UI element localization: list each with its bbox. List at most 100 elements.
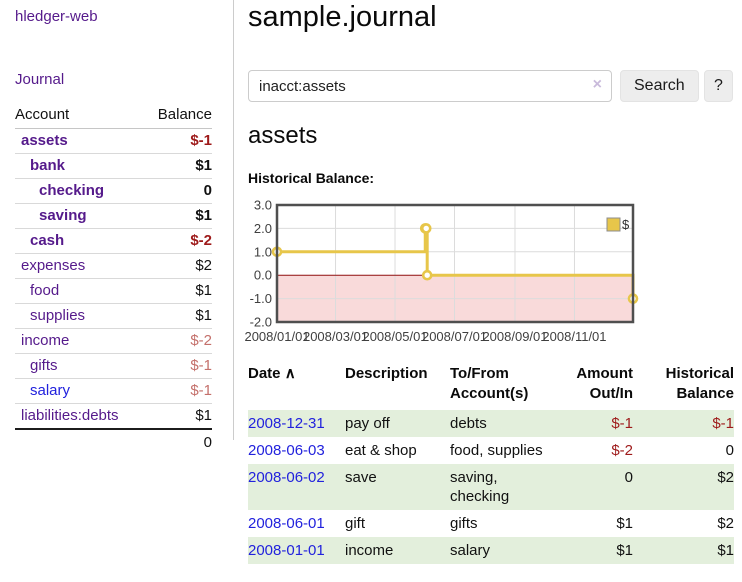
account-balance: 0 [147,178,212,204]
account-balance: $2 [147,253,212,279]
account-balance: $-1 [147,378,212,404]
account-link[interactable]: cash [30,232,65,249]
search-button[interactable]: Search [620,70,699,102]
account-row: assets $-1 [15,128,212,154]
sidebar-item-journal[interactable]: Journal [15,71,65,88]
transaction-balance: $2 [717,515,734,532]
data-point-marker[interactable] [421,269,433,281]
register-header-amount: Amount Out/In [576,365,633,402]
transaction-amount: $-2 [611,442,633,459]
transaction-date-link[interactable]: 2008-06-03 [248,442,325,459]
transaction-accounts: debts [450,415,487,432]
app-brand-link[interactable]: hledger-web [15,8,98,25]
register-row: 2008-01-01 income salary $1 $1 [248,537,734,564]
transaction-balance: $-1 [712,415,734,432]
help-button[interactable]: ? [704,70,733,102]
accounts-header-row: Account Balance [15,103,212,129]
x-axis-tick-label: 2008/07/01 [422,329,487,344]
y-axis-tick-label: 0.0 [254,268,272,283]
account-balance: $1 [147,278,212,304]
account-balance: $-2 [147,228,212,254]
x-axis-tick-label: 2008/09/01 [482,329,547,344]
plot-border [275,203,635,324]
sort-asc-icon: ∧ [284,365,296,382]
chart-svg: $3.0 2.0 1.0 0.0 -1.0 -2.02008/01/012008/03/0… [244,198,639,344]
register-header-description: Description [345,365,428,382]
page-title: sample.journal [248,1,437,33]
transaction-amount: $-1 [611,415,633,432]
search-form: × Search ? [248,70,736,102]
y-axis-tick-label: 3.0 [254,198,272,213]
x-axis-tick-label: 2008/11/01 [542,329,606,344]
search-box: × [248,70,612,102]
account-row: food $1 [15,278,212,304]
transaction-amount: 0 [624,469,633,486]
account-link[interactable]: assets [21,132,68,149]
account-link[interactable]: food [30,282,60,299]
legend-label: $ [622,217,630,232]
account-link[interactable]: income [21,332,70,349]
account-link[interactable]: salary [30,382,71,399]
y-axis-tick-label: -1.0 [250,291,272,306]
data-point-marker[interactable] [420,223,432,234]
register-row: 2008-12-31 pay off debts $-1 $-1 [248,410,734,437]
account-balance: $-2 [147,328,212,354]
account-row: expenses $2 [15,253,212,279]
historical-balance-chart: $3.0 2.0 1.0 0.0 -1.0 -2.0 2008/01/01 2008/03/0… [244,198,742,348]
x-axis-tick-label: 2008/05/01 [362,329,427,344]
transaction-description: pay off [345,415,390,432]
account-balance: $1 [147,153,212,179]
register-date-cell: 2008-06-02 [248,464,345,510]
transaction-amount: $1 [616,515,633,532]
transaction-date-link[interactable]: 2008-06-02 [248,469,325,486]
y-axis-tick-label: 2.0 [254,221,272,236]
account-balance: $1 [147,203,212,229]
account-row: cash $-2 [15,228,212,254]
account-link[interactable]: expenses [21,257,86,274]
search-input[interactable] [248,70,612,102]
y-axis-tick-label: -2.0 [250,315,272,330]
x-axis-tick-label: 2008/03/01 [303,329,368,344]
transaction-date-link[interactable]: 2008-12-31 [248,415,325,432]
transaction-accounts: gifts [450,515,478,532]
register-date-cell: 2008-01-01 [248,537,345,564]
transaction-accounts: salary [450,542,491,559]
account-balance: $-1 [147,353,212,379]
account-row: checking 0 [15,178,212,204]
account-link[interactable]: gifts [30,357,58,374]
register-header-date[interactable]: Date ∧ [248,365,296,382]
transaction-accounts: saving, checking [450,469,510,505]
transaction-description: save [345,469,377,486]
transaction-balance: $2 [717,469,734,486]
register-row: 2008-06-02 save saving, checking 0 $2 [248,464,734,510]
account-link[interactable]: liabilities:debts [21,407,119,424]
x-axis-tick-label: 2008/01/01 [244,329,309,344]
register-table: Date ∧ Description To/From Account(s) Am… [248,362,734,564]
account-link[interactable]: saving [39,207,87,224]
account-row: supplies $1 [15,303,212,329]
register-date-cell: 2008-06-01 [248,510,345,537]
clear-search-icon[interactable]: × [592,76,602,93]
accounts-table: Account Balance assets $-1 bank $1 checking 0… [15,103,212,455]
accounts-header-account: Account [15,103,147,129]
y-axis-tick-label: 1.0 [254,244,272,259]
account-link[interactable]: checking [39,182,105,199]
account-link[interactable]: supplies [30,307,86,324]
transaction-balance: 0 [725,442,734,459]
account-row: liabilities:debts $1 [15,403,212,430]
account-link[interactable]: bank [30,157,66,174]
register-date-cell: 2008-06-03 [248,437,345,464]
accounts-total-balance: 0 [147,428,212,455]
transaction-date-link[interactable]: 2008-01-01 [248,542,325,559]
transaction-accounts: food, supplies [450,442,543,459]
legend-swatch [606,217,621,232]
register-row: 2008-06-01 gift gifts $1 $2 [248,510,734,537]
chart-heading: Historical Balance: [248,170,375,186]
register-date-cell: 2008-12-31 [248,410,345,437]
register-row: 2008-06-03 eat & shop food, supplies $-2 0 [248,437,734,464]
transaction-date-link[interactable]: 2008-06-01 [248,515,325,532]
transaction-balance: $1 [717,542,734,559]
transaction-description: income [345,542,394,559]
register-header-row: Date ∧ Description To/From Account(s) Am… [248,362,734,410]
transaction-description: gift [345,515,366,532]
